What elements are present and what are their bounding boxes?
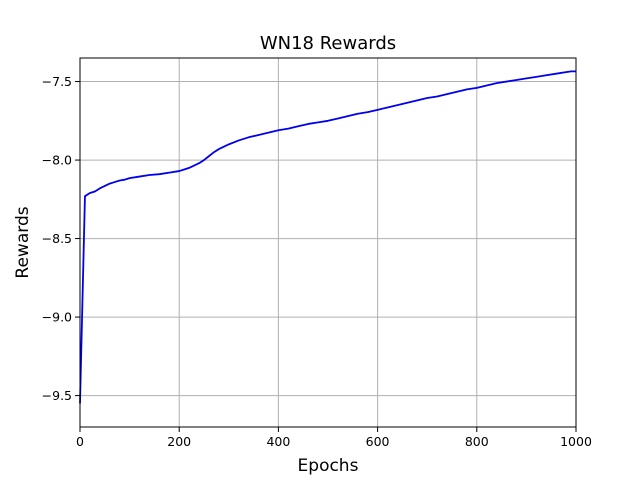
y-tick-label: −9.0 xyxy=(42,310,72,325)
x-tick-label: 400 xyxy=(266,434,290,449)
x-tick-label: 800 xyxy=(465,434,489,449)
x-tick-label: 1000 xyxy=(560,434,592,449)
y-axis-label: Rewards xyxy=(13,206,33,278)
x-axis-label: Epochs xyxy=(298,456,359,476)
y-tick-label: −9.5 xyxy=(42,388,72,403)
y-tick-label: −7.5 xyxy=(42,74,72,89)
x-tick-label: 600 xyxy=(366,434,390,449)
x-tick-label: 200 xyxy=(167,434,191,449)
y-tick-label: −8.5 xyxy=(42,231,72,246)
ticks: 0 200 400 600 800 1000 −9.5 −9.0 −8.5 −8.0 −7.5 xyxy=(42,74,592,449)
y-tick-label: −8.0 xyxy=(42,153,72,168)
plot-area xyxy=(79,70,576,404)
axes-frame xyxy=(79,57,577,428)
chart-title: WN18 Rewards xyxy=(260,33,396,54)
series-line xyxy=(79,70,576,404)
x-tick-label: 0 xyxy=(76,434,84,449)
